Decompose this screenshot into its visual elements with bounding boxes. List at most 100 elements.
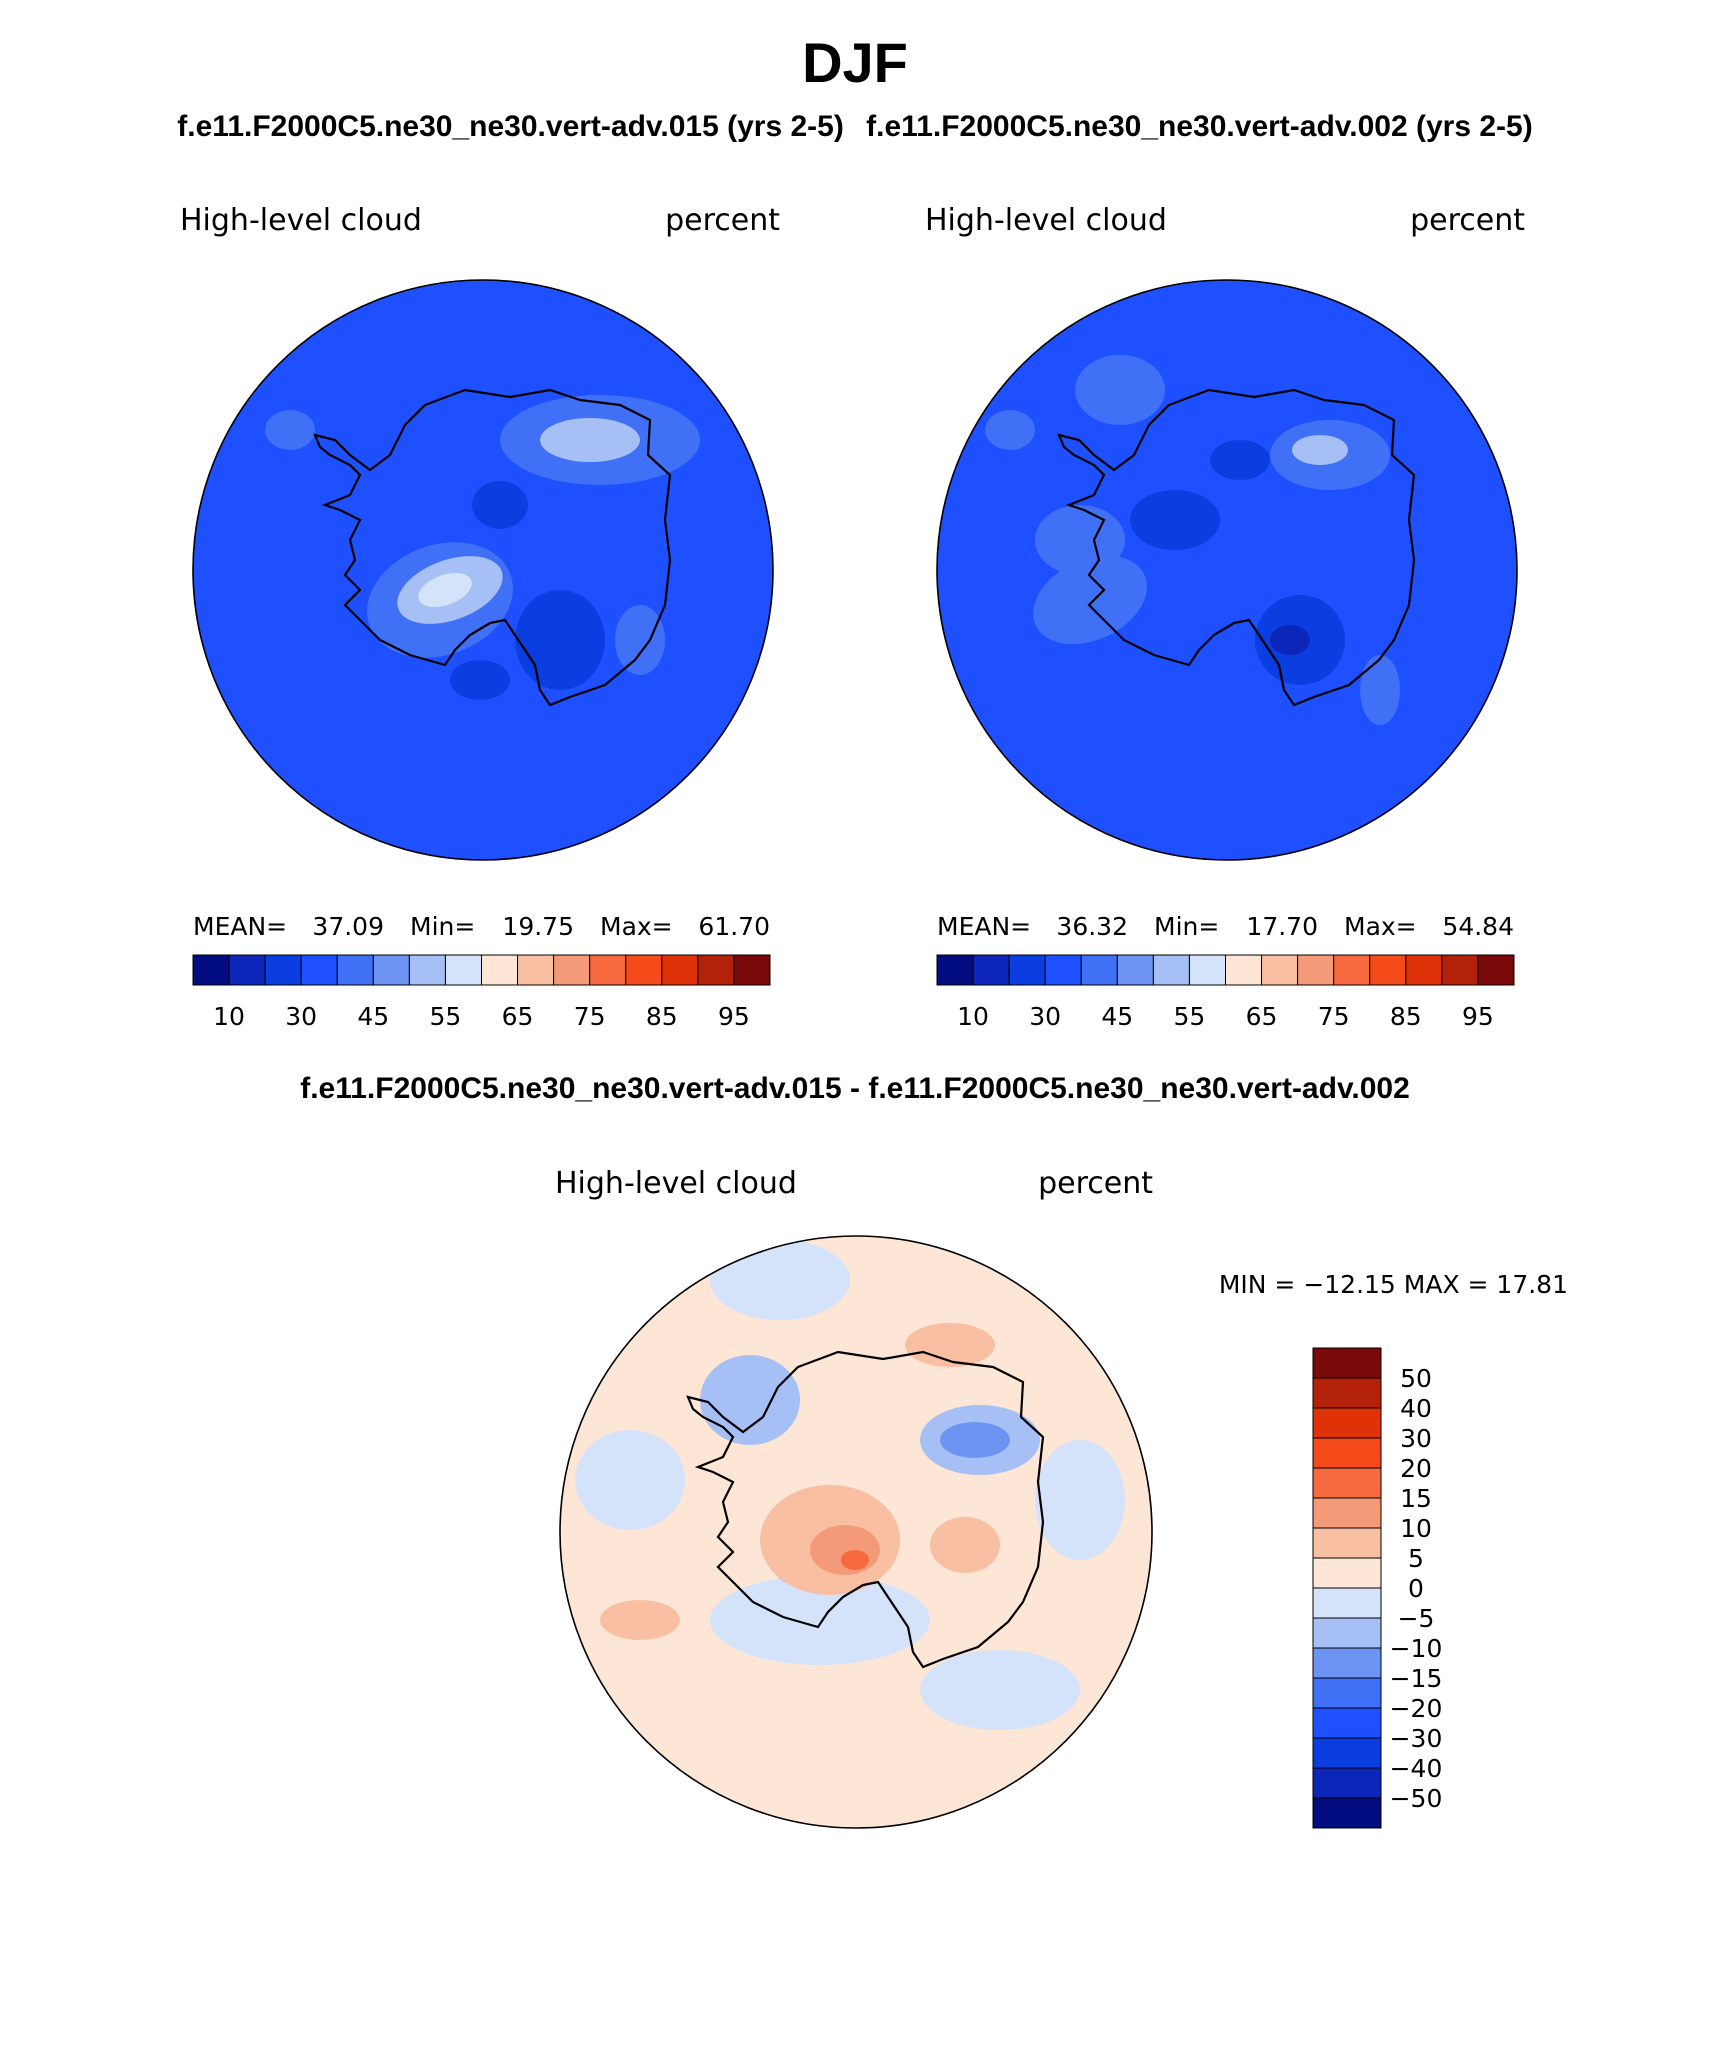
colorbar-right-swatch (1152, 954, 1190, 986)
colorbar-left-tick-label: 45 (357, 1002, 389, 1031)
colorbar-diff-swatch (1312, 1557, 1382, 1589)
colorbar-right: 10 30 45 55 65 75 85 95 (936, 954, 1515, 1031)
colorbar-diff-tick-label: −30 (1390, 1724, 1443, 1753)
colorbar-left-swatch (300, 954, 338, 986)
colorbar-diff-tick-label: 40 (1400, 1394, 1432, 1423)
colorbar-diff-swatch (1312, 1647, 1382, 1679)
colorbar-right-swatch (972, 954, 1010, 986)
colorbar-diff-swatch (1312, 1617, 1382, 1649)
colorbar-left-tick-label: 95 (718, 1002, 750, 1031)
colorbar-right-swatch (1080, 954, 1118, 986)
diff-minmax-label: MIN = −12.15 MAX = 17.81 (1219, 1270, 1568, 1299)
colorbar-right-swatch (1333, 954, 1371, 986)
mean-label-right: MEAN= (937, 912, 1031, 941)
colorbar-diff-tick-label: 30 (1400, 1424, 1432, 1453)
colorbar-left-swatch (336, 954, 374, 986)
colorbar-left-swatch (661, 954, 699, 986)
colorbar-left-swatch (264, 954, 302, 986)
colorbar-diff-tick-label: 5 (1408, 1544, 1424, 1573)
colorbar-left-swatch (228, 954, 266, 986)
map-field-diff (560, 1236, 1152, 1828)
colorbar-left-tick-label: 85 (646, 1002, 678, 1031)
colorbar-left-tick-label: 55 (430, 1002, 462, 1031)
colorbar-left: 10 30 45 55 65 75 85 95 (192, 954, 771, 1031)
colorbar-diff-tick-label: −20 (1390, 1694, 1443, 1723)
colorbar-diff-swatch (1312, 1407, 1382, 1439)
map-field-left (193, 280, 773, 860)
max-value-left: 61.70 (698, 912, 770, 941)
colorbar-diff-tick-label: −40 (1390, 1754, 1443, 1783)
case-title-left: f.e11.F2000C5.ne30_ne30.vert-adv.015 (yr… (177, 110, 844, 143)
map-panel-left: High-level cloud percent MEAN= 37.09 Min… (180, 203, 780, 1031)
colorbar-left-swatch (192, 954, 230, 986)
colorbar-diff-swatch (1312, 1497, 1382, 1529)
colorbar-diff-tick-label: −50 (1390, 1784, 1443, 1813)
colorbar-left-tick-label: 30 (285, 1002, 317, 1031)
colorbar-right-tick-label: 65 (1246, 1002, 1278, 1031)
colorbar-right-tick-label: 85 (1390, 1002, 1422, 1031)
colorbar-diff-swatch (1312, 1707, 1382, 1739)
colorbar-right-swatch (1116, 954, 1154, 986)
units-label-left: percent (665, 203, 780, 238)
colorbar-diff-swatch (1312, 1797, 1382, 1829)
colorbar-left-tick-label: 10 (213, 1002, 245, 1031)
colorbar-diff-tick-label: −15 (1390, 1664, 1443, 1693)
stats-left: MEAN= 37.09 Min= 19.75 Max= 61.70 (193, 912, 770, 941)
min-value-left: 19.75 (502, 912, 574, 941)
colorbar-diff-swatch (1312, 1767, 1382, 1799)
colorbar-left-swatch (517, 954, 555, 986)
units-label-diff: percent (1038, 1166, 1153, 1201)
colorbar-left-swatch (553, 954, 591, 986)
map-field-right (937, 280, 1517, 860)
diff-title: f.e11.F2000C5.ne30_ne30.vert-adv.015 - f… (300, 1072, 1410, 1105)
figure-title: DJF (802, 31, 908, 94)
min-value-right: 17.70 (1246, 912, 1318, 941)
colorbar-left-swatch (372, 954, 410, 986)
colorbar-right-tick-label: 10 (957, 1002, 989, 1031)
colorbar-diff-tick-label: −10 (1390, 1634, 1443, 1663)
colorbar-diff-swatch (1312, 1377, 1382, 1409)
max-label-right: Max= (1344, 912, 1417, 941)
colorbar-right-tick-label: 95 (1462, 1002, 1494, 1031)
colorbar-right-swatch (1188, 954, 1226, 986)
colorbar-right-swatch (1405, 954, 1443, 986)
mean-label-left: MEAN= (193, 912, 287, 941)
colorbar-diff-swatch (1312, 1437, 1382, 1469)
colorbar-right-swatch (1477, 954, 1515, 986)
colorbar-left-tick-label: 75 (574, 1002, 606, 1031)
colorbar-right-swatch (1369, 954, 1407, 986)
stats-right: MEAN= 36.32 Min= 17.70 Max= 54.84 (937, 912, 1514, 941)
colorbar-right-tick-label: 30 (1029, 1002, 1061, 1031)
colorbar-right-swatch (1441, 954, 1479, 986)
colorbar-left-swatch (589, 954, 627, 986)
min-label-left: Min= (410, 912, 475, 941)
colorbar-right-swatch (936, 954, 974, 986)
colorbar-diff-swatch (1312, 1677, 1382, 1709)
colorbar-diff-tick-label: 15 (1400, 1484, 1432, 1513)
variable-label-diff: High-level cloud (555, 1166, 797, 1201)
colorbar-diff-swatch (1312, 1467, 1382, 1499)
colorbar-right-swatch (1008, 954, 1046, 986)
max-label-left: Max= (600, 912, 673, 941)
colorbar-right-tick-label: 55 (1174, 1002, 1206, 1031)
colorbar-diff-swatch (1312, 1527, 1382, 1559)
case-title-right: f.e11.F2000C5.ne30_ne30.vert-adv.002 (yr… (866, 110, 1533, 143)
min-label-right: Min= (1154, 912, 1219, 941)
units-label-right: percent (1410, 203, 1525, 238)
colorbar-left-swatch (444, 954, 482, 986)
colorbar-diff-tick-label: −5 (1398, 1604, 1435, 1633)
mean-value-left: 37.09 (312, 912, 384, 941)
colorbar-diff-tick-label: 20 (1400, 1454, 1432, 1483)
colorbar-right-swatch (1261, 954, 1299, 986)
max-value-right: 54.84 (1442, 912, 1514, 941)
colorbar-right-swatch (1225, 954, 1263, 986)
colorbar-diff-swatch (1312, 1587, 1382, 1619)
map-panel-diff: High-level cloud percent MIN = −12.15 MA… (555, 1166, 1568, 1829)
colorbar-right-tick-label: 45 (1101, 1002, 1133, 1031)
colorbar-left-swatch (481, 954, 519, 986)
colorbar-diff-swatch (1312, 1737, 1382, 1769)
colorbar-diff-tick-label: 50 (1400, 1364, 1432, 1393)
colorbar-diff-tick-label: 10 (1400, 1514, 1432, 1543)
